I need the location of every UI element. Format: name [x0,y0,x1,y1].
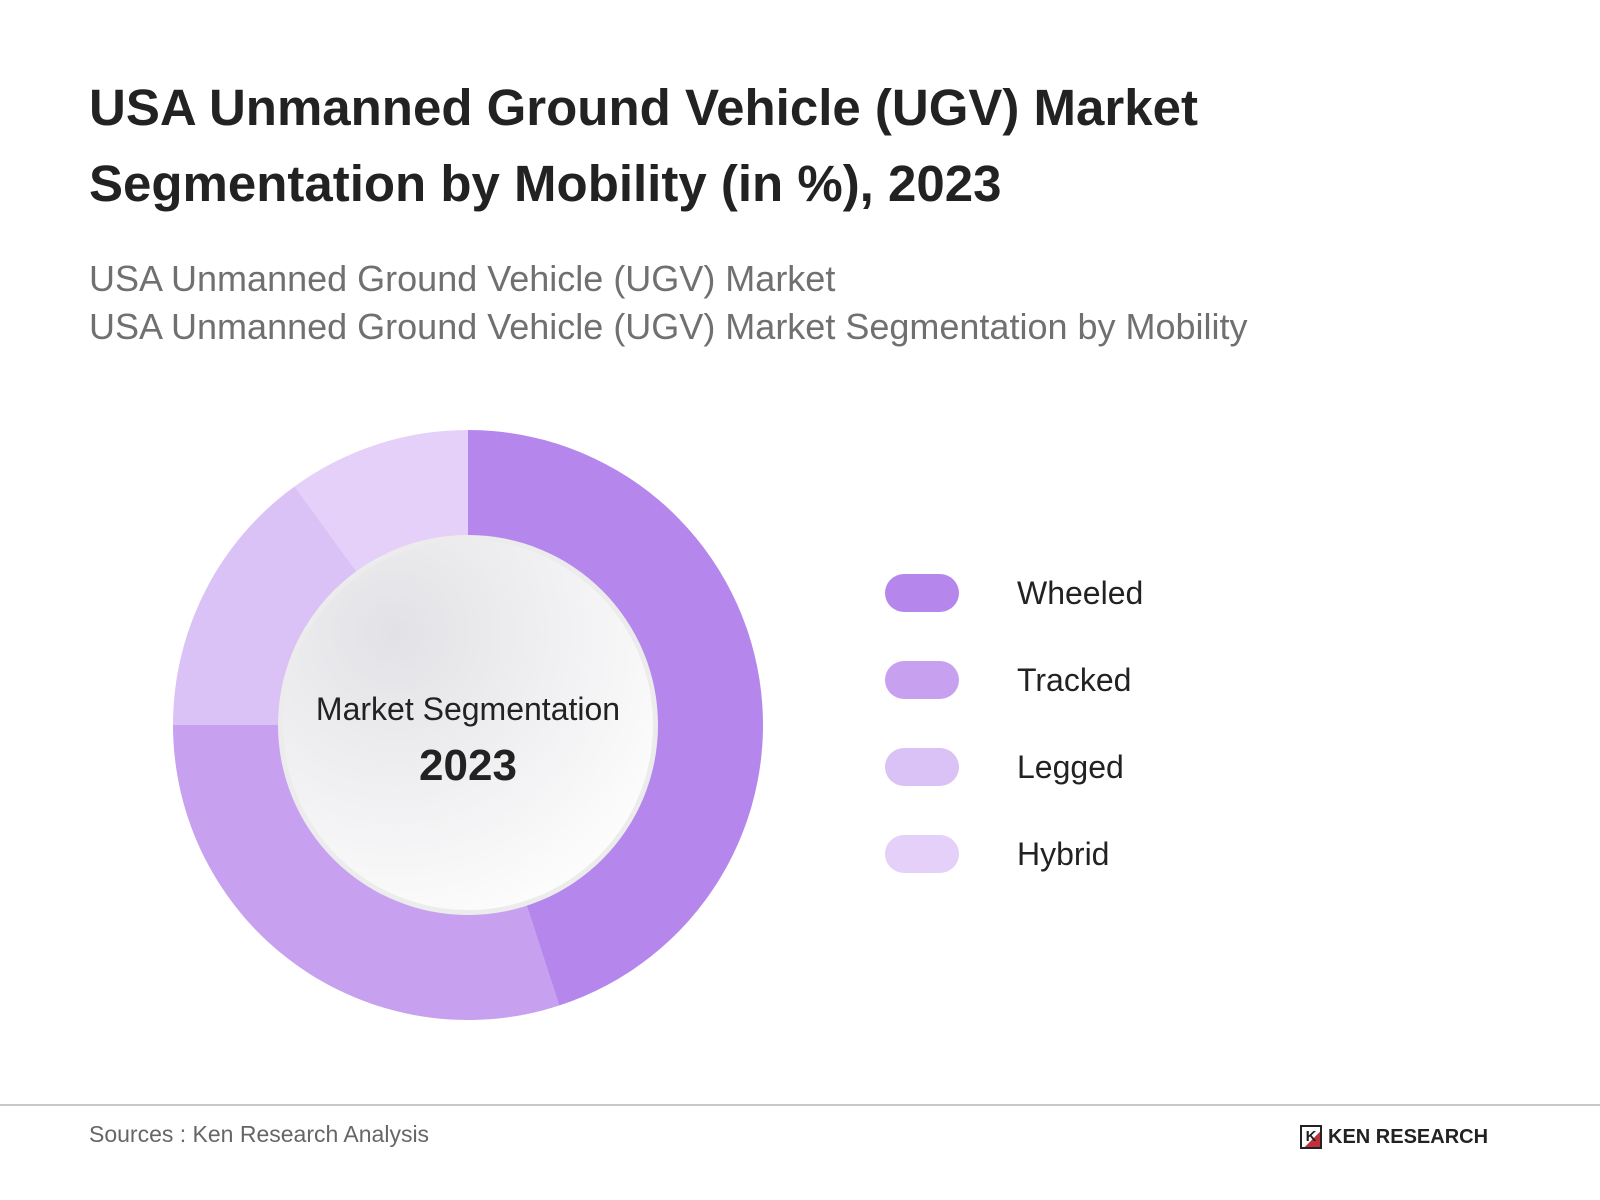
legend-swatch [885,574,959,612]
slice-legged [173,486,358,725]
legend-swatch [885,661,959,699]
footer-divider [0,1104,1600,1106]
legend-label: Tracked [1017,661,1132,698]
legend-swatch [885,748,959,786]
slice-tracked [172,725,560,1020]
subtitle-line-1: USA Unmanned Ground Vehicle (UGV) Market [89,258,836,299]
source-note: Sources : Ken Research Analysis [89,1121,430,1147]
slice-wheeled [468,430,763,1006]
slice-hybrid [294,430,468,573]
legend-label: Hybrid [1017,835,1110,872]
legend-item-tracked: Tracked [885,661,1131,699]
chart-title: USA Unmanned Ground Vehicle (UGV) Market… [89,79,1198,212]
legend-label: Wheeled [1017,574,1144,611]
ken-research-logo: K KEN RESEARCH [1300,1125,1488,1149]
logo-text: KEN RESEARCH [1328,1125,1489,1148]
legend-swatch [885,835,959,873]
center-year: 2023 [419,741,517,790]
logo-mark-icon: K [1300,1125,1322,1149]
legend-item-wheeled: Wheeled [885,574,1143,612]
center-disc [283,540,653,910]
donut-chart: Market Segmentation 2023 [172,430,763,1020]
center-label: Market Segmentation [316,691,620,727]
legend-item-hybrid: Hybrid [885,835,1109,873]
legend-item-legged: Legged [885,748,1124,786]
subtitle-line-2: USA Unmanned Ground Vehicle (UGV) Market… [89,306,1248,347]
legend-label: Legged [1017,748,1124,785]
